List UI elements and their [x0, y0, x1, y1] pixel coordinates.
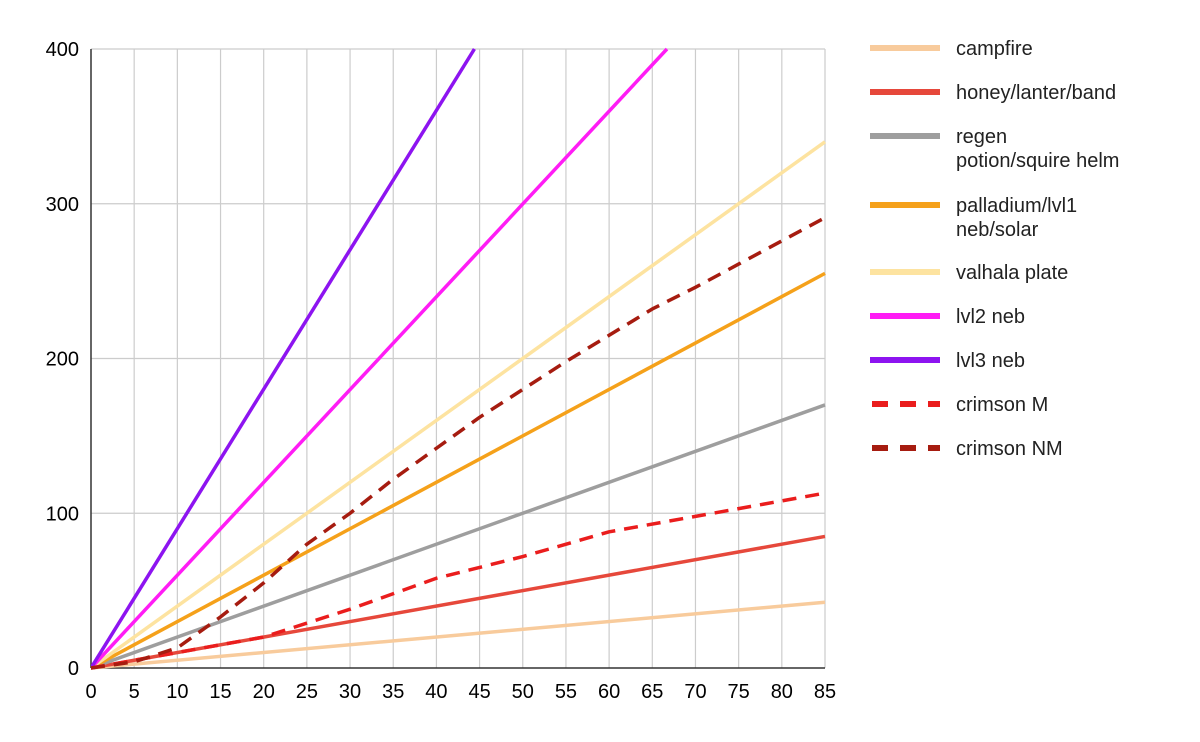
series [91, 47, 827, 670]
x-tick-label: 45 [468, 681, 490, 703]
legend-label: honey/lanter/band [956, 82, 1116, 104]
legend-item: crimson NM [872, 438, 1063, 460]
legend-label: crimson M [956, 394, 1048, 416]
legend-label: lvl3 neb [956, 350, 1025, 372]
series-line-lvl2-neb [91, 47, 669, 670]
x-tick-label: 30 [339, 681, 361, 703]
x-tick-label: 75 [728, 681, 750, 703]
y-tick-label: 0 [68, 658, 79, 680]
series-line-palladium-lvl1-neb-solar [91, 271, 826, 670]
y-tick-label: 200 [46, 349, 79, 371]
x-tick-label: 40 [425, 681, 447, 703]
y-tick-label: 400 [46, 39, 79, 61]
x-tick-label: 55 [555, 681, 577, 703]
series-line-lvl3-neb [91, 48, 476, 669]
tick-labels: 0 5 10 15 20 25 30 35 40 45 50 55 60 65 70 75 80 85 0 100 20… [46, 39, 837, 703]
x-tick-label: 70 [684, 681, 706, 703]
legend-label: crimson NM [956, 438, 1063, 460]
series-line-honey-lanter-band [91, 534, 826, 670]
legend-label: campfire [956, 38, 1033, 60]
y-tick-label: 300 [46, 194, 79, 216]
legend-item: lvl2 neb [870, 306, 1025, 328]
x-tick-label: 60 [598, 681, 620, 703]
axes [90, 49, 825, 669]
grid [91, 48, 826, 668]
series-line-crimson-m [91, 491, 826, 670]
x-tick-label: 0 [85, 681, 96, 703]
legend-item: campfire [870, 38, 1033, 60]
series-line-crimson-nm [91, 216, 826, 670]
series-line-campfire [91, 600, 826, 670]
x-tick-label: 10 [166, 681, 188, 703]
series-line-valhala-plate [91, 140, 827, 670]
x-tick-label: 25 [296, 681, 318, 703]
legend-label: valhala plate [956, 262, 1068, 284]
y-tick-label: 100 [46, 503, 79, 525]
series-line-regen-potion-squire-helm [91, 403, 826, 670]
x-tick-label: 80 [771, 681, 793, 703]
x-tick-label: 20 [253, 681, 275, 703]
legend: campfire honey/lanter/band regenpotion/squ… [870, 38, 1119, 460]
x-tick-label: 50 [512, 681, 534, 703]
legend-label: neb/solar [956, 219, 1039, 241]
x-tick-label: 85 [814, 681, 836, 703]
x-tick-label: 35 [382, 681, 404, 703]
legend-item: valhala plate [870, 262, 1068, 284]
x-tick-label: 65 [641, 681, 663, 703]
legend-label: lvl2 neb [956, 306, 1025, 328]
x-tick-label: 15 [209, 681, 231, 703]
legend-label: palladium/lvl1 [956, 195, 1077, 217]
x-tick-label: 5 [129, 681, 140, 703]
legend-label: potion/squire helm [956, 150, 1119, 172]
legend-item: lvl3 neb [870, 350, 1025, 372]
legend-item: crimson M [872, 394, 1048, 416]
legend-label: regen [956, 126, 1007, 148]
legend-item: honey/lanter/band [870, 82, 1116, 104]
